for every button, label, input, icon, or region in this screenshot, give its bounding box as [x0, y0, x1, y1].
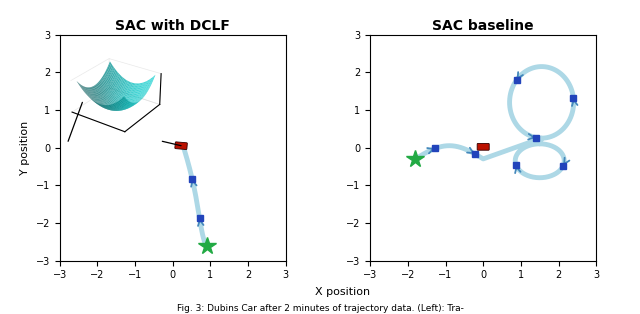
Text: X position: X position: [315, 287, 370, 297]
Title: SAC baseline: SAC baseline: [433, 19, 534, 33]
FancyBboxPatch shape: [477, 143, 489, 150]
Y-axis label: Y position: Y position: [20, 121, 30, 175]
Text: Fig. 3: Dubins Car after 2 minutes of trajectory data. (Left): Tra-: Fig. 3: Dubins Car after 2 minutes of tr…: [177, 304, 463, 313]
FancyBboxPatch shape: [175, 142, 188, 149]
Title: SAC with DCLF: SAC with DCLF: [115, 19, 230, 33]
